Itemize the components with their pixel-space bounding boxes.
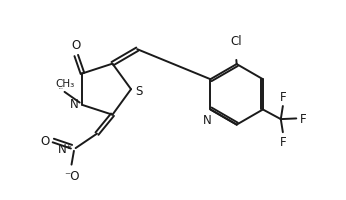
Text: N⁺: N⁺ xyxy=(58,142,73,155)
Text: CH₃: CH₃ xyxy=(55,78,74,88)
Text: O: O xyxy=(40,134,50,147)
Text: F: F xyxy=(300,112,306,125)
Text: F: F xyxy=(280,135,286,148)
Text: ⁻O: ⁻O xyxy=(64,169,79,182)
Text: N: N xyxy=(70,98,79,111)
Text: N: N xyxy=(203,113,211,126)
Text: S: S xyxy=(135,85,143,98)
Text: Cl: Cl xyxy=(230,35,242,48)
Text: methyl: methyl xyxy=(60,87,64,88)
Text: F: F xyxy=(280,91,286,104)
Text: O: O xyxy=(72,38,81,51)
